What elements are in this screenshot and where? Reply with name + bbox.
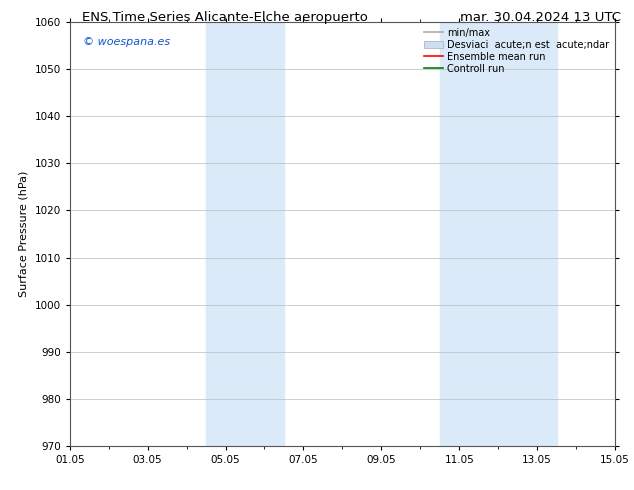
Bar (206, 22, 284, 446)
Text: ENS Time Series Alicante-Elche aeropuerto: ENS Time Series Alicante-Elche aeropuert… (82, 11, 368, 24)
Text: © woespana.es: © woespana.es (83, 37, 171, 47)
Bar (440, 22, 557, 446)
Text: mar. 30.04.2024 13 UTC: mar. 30.04.2024 13 UTC (460, 11, 621, 24)
Y-axis label: Surface Pressure (hPa): Surface Pressure (hPa) (19, 171, 29, 297)
Legend: min/max, Desviaci  acute;n est  acute;ndar, Ensemble mean run, Controll run: min/max, Desviaci acute;n est acute;ndar… (421, 25, 612, 76)
